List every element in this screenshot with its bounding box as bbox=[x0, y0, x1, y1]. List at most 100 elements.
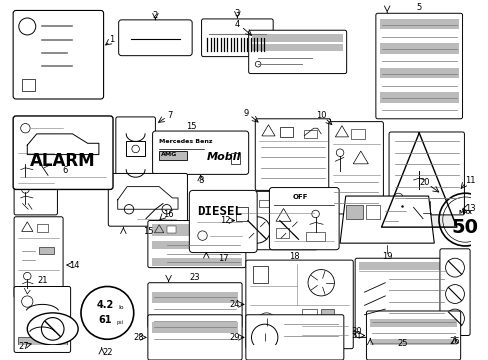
Bar bbox=[252, 34, 342, 42]
Text: lo: lo bbox=[119, 305, 124, 310]
Bar bbox=[151, 292, 238, 302]
Bar bbox=[151, 305, 238, 315]
FancyBboxPatch shape bbox=[108, 174, 187, 226]
Bar bbox=[37, 135, 49, 144]
Text: psi: psi bbox=[117, 320, 123, 325]
Bar bbox=[304, 130, 317, 138]
Text: 26: 26 bbox=[449, 337, 459, 346]
Text: ALARM: ALARM bbox=[30, 152, 96, 170]
Text: 20: 20 bbox=[419, 178, 429, 187]
Bar bbox=[259, 200, 270, 207]
Text: 2: 2 bbox=[152, 11, 158, 20]
Bar bbox=[151, 224, 242, 235]
Bar bbox=[230, 153, 240, 164]
Bar bbox=[369, 339, 456, 348]
FancyBboxPatch shape bbox=[116, 117, 155, 196]
FancyBboxPatch shape bbox=[14, 217, 63, 298]
Text: 15: 15 bbox=[142, 228, 153, 237]
FancyBboxPatch shape bbox=[13, 10, 103, 99]
Bar bbox=[388, 311, 443, 320]
Text: 12: 12 bbox=[220, 216, 230, 225]
Text: 17: 17 bbox=[218, 254, 228, 263]
Text: 19: 19 bbox=[381, 252, 391, 261]
Bar bbox=[379, 105, 458, 115]
Bar bbox=[379, 93, 458, 103]
Bar bbox=[369, 319, 456, 327]
Text: 9: 9 bbox=[243, 109, 248, 118]
Bar bbox=[166, 226, 176, 233]
Bar bbox=[345, 206, 362, 219]
Bar bbox=[151, 334, 238, 345]
Text: 27: 27 bbox=[18, 342, 29, 351]
Text: 28: 28 bbox=[133, 333, 143, 342]
Text: DIESEL: DIESEL bbox=[197, 205, 242, 218]
Bar bbox=[21, 79, 35, 90]
Text: 25: 25 bbox=[396, 338, 407, 347]
Text: 50: 50 bbox=[451, 218, 478, 237]
Bar bbox=[126, 141, 145, 157]
Bar bbox=[126, 177, 145, 192]
Bar bbox=[369, 350, 456, 358]
Text: 18: 18 bbox=[289, 252, 300, 261]
Bar bbox=[305, 232, 325, 241]
Text: 31: 31 bbox=[351, 331, 362, 340]
Text: 11: 11 bbox=[464, 176, 474, 185]
Bar bbox=[358, 262, 445, 270]
Text: 7: 7 bbox=[167, 111, 173, 120]
Polygon shape bbox=[381, 133, 456, 227]
Text: MAX: MAX bbox=[457, 210, 471, 215]
FancyBboxPatch shape bbox=[328, 122, 383, 214]
Bar bbox=[151, 258, 242, 266]
FancyBboxPatch shape bbox=[248, 30, 346, 73]
FancyBboxPatch shape bbox=[147, 283, 242, 328]
Text: 4.2: 4.2 bbox=[97, 300, 114, 310]
Text: 13: 13 bbox=[464, 204, 474, 213]
FancyBboxPatch shape bbox=[14, 287, 70, 352]
Bar bbox=[37, 224, 48, 232]
FancyBboxPatch shape bbox=[245, 315, 343, 360]
Bar bbox=[279, 127, 292, 137]
Text: Mobil: Mobil bbox=[206, 152, 240, 162]
Text: 15: 15 bbox=[185, 122, 196, 131]
Bar bbox=[379, 68, 458, 78]
Text: 5: 5 bbox=[416, 3, 421, 12]
Ellipse shape bbox=[27, 313, 78, 345]
Text: 23: 23 bbox=[189, 273, 200, 282]
Text: AMG: AMG bbox=[161, 153, 177, 157]
Bar bbox=[159, 151, 187, 160]
Text: 14: 14 bbox=[69, 261, 80, 270]
Text: 29: 29 bbox=[229, 333, 239, 342]
Bar bbox=[151, 241, 242, 249]
Bar bbox=[366, 206, 379, 219]
Bar bbox=[379, 31, 458, 41]
Text: 8: 8 bbox=[198, 176, 203, 185]
Bar bbox=[253, 266, 268, 283]
Bar bbox=[302, 309, 317, 322]
Bar bbox=[369, 329, 456, 337]
FancyBboxPatch shape bbox=[255, 119, 330, 190]
Bar bbox=[321, 309, 334, 322]
FancyBboxPatch shape bbox=[201, 19, 273, 57]
Bar bbox=[379, 80, 458, 90]
FancyBboxPatch shape bbox=[439, 249, 469, 336]
FancyBboxPatch shape bbox=[354, 258, 448, 337]
Text: 1: 1 bbox=[109, 35, 115, 44]
FancyBboxPatch shape bbox=[245, 260, 352, 349]
Bar bbox=[252, 44, 342, 51]
Bar bbox=[151, 347, 238, 357]
FancyBboxPatch shape bbox=[147, 221, 245, 267]
Bar bbox=[39, 247, 54, 255]
Text: 3: 3 bbox=[234, 9, 240, 18]
Bar bbox=[18, 337, 67, 345]
Bar bbox=[420, 201, 437, 214]
FancyBboxPatch shape bbox=[152, 131, 248, 174]
Text: 30: 30 bbox=[351, 327, 362, 336]
Text: 61: 61 bbox=[99, 315, 112, 325]
Text: 22: 22 bbox=[102, 348, 112, 357]
Polygon shape bbox=[339, 196, 433, 243]
FancyBboxPatch shape bbox=[13, 116, 113, 189]
Text: 24: 24 bbox=[229, 300, 239, 309]
FancyBboxPatch shape bbox=[189, 190, 257, 253]
Bar bbox=[151, 317, 238, 327]
Text: Mercedes Benz: Mercedes Benz bbox=[159, 139, 212, 144]
